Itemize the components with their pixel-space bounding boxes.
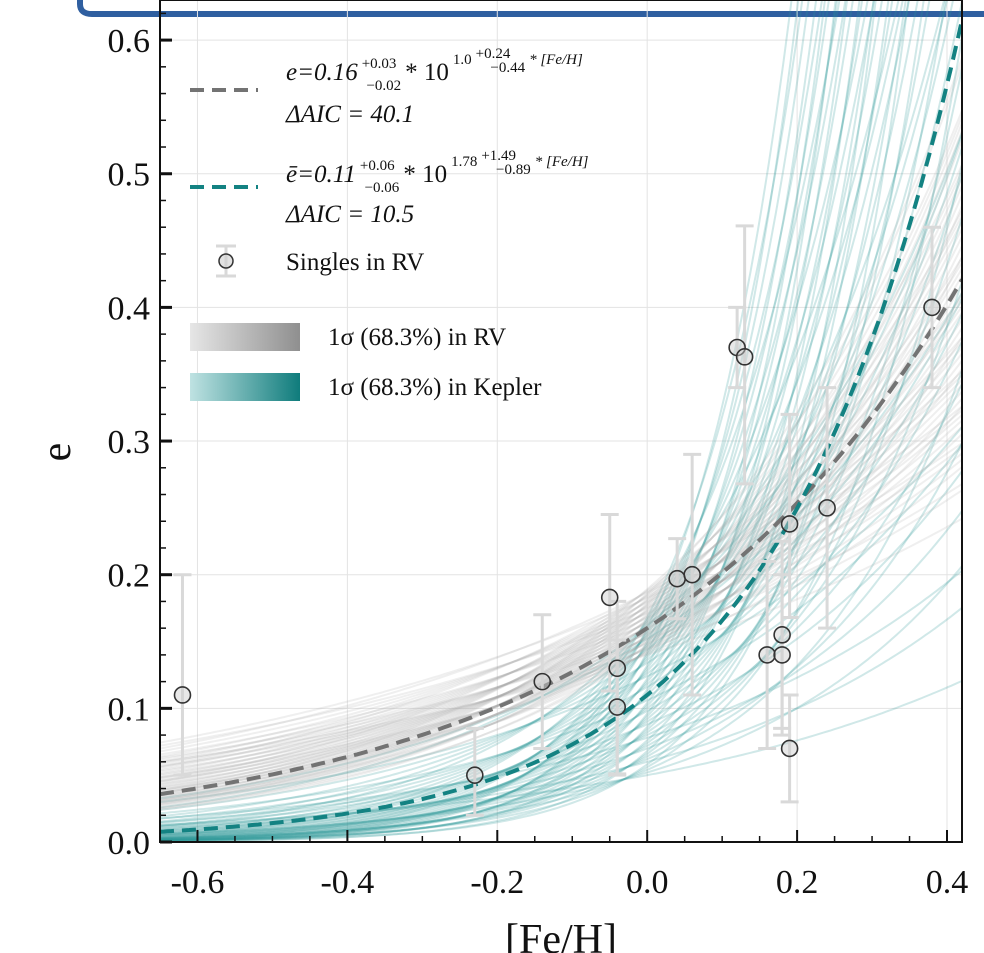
band-sample-curve xyxy=(160,0,900,827)
x-tick-label: 0.0 xyxy=(626,864,669,901)
band-sample-curve xyxy=(160,0,861,842)
band-sample-curve xyxy=(160,0,849,842)
data-point xyxy=(466,766,484,784)
band-sample-curve xyxy=(160,565,962,835)
data-point xyxy=(533,672,552,691)
legend-kepler-equation: ē=0.11 +0.06 −0.06 * 10 1.78 +1.49 −0.89… xyxy=(286,147,589,196)
data-point xyxy=(735,348,754,366)
band-sample-curve xyxy=(160,679,962,826)
x-tick-label: -0.2 xyxy=(470,864,524,901)
band-sample-curve xyxy=(160,300,962,775)
band-sample-curve xyxy=(160,0,793,841)
legend-kepler-band-swatch xyxy=(190,373,300,401)
band-sample-curve xyxy=(160,0,854,839)
x-tick-label: 0.2 xyxy=(776,864,819,901)
band-sample-curve xyxy=(160,0,841,836)
band-sample-curve xyxy=(160,607,962,828)
band-sample-curve xyxy=(160,0,804,840)
y-tick-label: 0.3 xyxy=(108,424,151,461)
data-point xyxy=(608,659,627,678)
data-point xyxy=(780,739,799,758)
y-tick-label: 0.4 xyxy=(108,290,151,327)
data-point xyxy=(773,626,791,644)
legend-kepler-band-label: 1σ (68.3%) in Kepler xyxy=(328,374,542,401)
x-tick-label: -0.6 xyxy=(171,864,225,901)
band-sample-curve xyxy=(160,0,907,841)
band-sample-curve xyxy=(160,0,946,823)
band-sample-curve xyxy=(160,110,962,795)
data-points xyxy=(173,298,941,784)
y-tick-label: 0.2 xyxy=(108,558,151,595)
y-tick-label: 0.1 xyxy=(108,691,151,728)
band-sample-curve xyxy=(160,0,949,828)
y-axis-title: e xyxy=(34,443,80,462)
data-point xyxy=(600,588,619,607)
band-sample-curve xyxy=(160,0,818,842)
data-point xyxy=(173,686,192,704)
legend-kepler-aic: ΔAIC = 10.5 xyxy=(285,201,414,228)
x-tick-label: -0.4 xyxy=(320,864,374,901)
legend-rv-equation: e=0.16 +0.03 −0.02 * 10 1.0 +0.24 −0.44 … xyxy=(286,45,583,94)
frame-edge xyxy=(77,0,984,17)
error-bars xyxy=(173,224,942,817)
legend-rv-band-label: 1σ (68.3%) in RV xyxy=(328,324,506,351)
band-sample-curve xyxy=(160,0,884,838)
band-sample-curve xyxy=(160,57,962,802)
data-point xyxy=(773,646,791,664)
y-tick-label: 0.0 xyxy=(108,825,151,862)
data-point xyxy=(818,499,836,517)
band-sample-curve xyxy=(160,0,823,839)
band-sample-curve xyxy=(160,0,847,838)
band-sample-curve xyxy=(160,0,894,840)
band-sample-curve xyxy=(160,63,962,805)
x-tick-label: 0.4 xyxy=(926,864,969,901)
band-sample-curve xyxy=(160,0,826,842)
band-sample-curve xyxy=(160,0,837,842)
x-axis-title: [Fe/H] xyxy=(505,917,617,953)
legend: e=0.16 +0.03 −0.02 * 10 1.0 +0.24 −0.44 … xyxy=(190,45,589,401)
data-point xyxy=(608,698,627,716)
band-sample-curve xyxy=(160,0,864,840)
legend-singles-marker xyxy=(218,253,234,269)
tick-labels: -0.6 -0.4 -0.2 0.0 0.2 0.4 0.0 0.1 0.2 0.3 0.4 0.5 0… xyxy=(108,23,969,901)
band-sample-curve xyxy=(160,0,830,840)
band-sample-curve xyxy=(160,0,800,842)
y-tick-label: 0.6 xyxy=(108,23,151,60)
data-point xyxy=(668,569,686,588)
band-sample-curve xyxy=(160,569,962,820)
band-sample-curve xyxy=(160,0,810,841)
band-sample-curve xyxy=(160,443,962,836)
legend-rv-aic: ΔAIC = 40.1 xyxy=(285,101,414,128)
axis-ticks xyxy=(159,12,949,844)
band-sample-curve xyxy=(160,0,890,842)
band-sample-curve xyxy=(160,0,904,831)
band-sample-curve xyxy=(160,0,875,841)
band-sample-curve xyxy=(160,0,876,836)
data-point xyxy=(683,565,701,584)
band-sample-curve xyxy=(160,0,919,837)
data-point xyxy=(780,515,799,533)
legend-rv-band-swatch xyxy=(190,323,300,351)
y-tick-label: 0.5 xyxy=(108,157,151,194)
band-sample-curve xyxy=(160,0,839,841)
band-sample-curve xyxy=(160,0,877,842)
uncertainty-bands xyxy=(160,0,962,842)
legend-singles-label: Singles in RV xyxy=(286,249,424,276)
plot-frame xyxy=(159,0,963,843)
data-point xyxy=(758,646,776,664)
data-point xyxy=(923,298,941,317)
